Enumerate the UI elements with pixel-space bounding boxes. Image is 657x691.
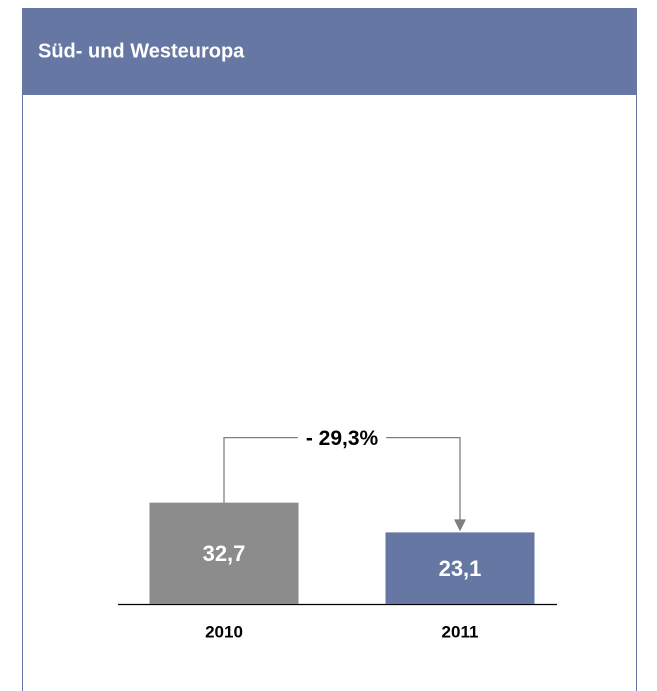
bar: [385, 532, 535, 604]
bar: [149, 502, 299, 604]
value-label: 32,7: [203, 541, 246, 566]
x-tick-label: 2010: [205, 622, 243, 641]
bracket-arrow: [454, 519, 466, 532]
value-label: 23,1: [439, 556, 482, 581]
bracket-right: [386, 436, 461, 521]
header-band: [22, 8, 637, 95]
chart-title: Süd- und Westeuropa: [38, 40, 245, 62]
bracket-left: [223, 436, 298, 503]
x-tick-label: 2011: [442, 622, 479, 641]
change-annotation: - 29,3%: [306, 427, 379, 450]
